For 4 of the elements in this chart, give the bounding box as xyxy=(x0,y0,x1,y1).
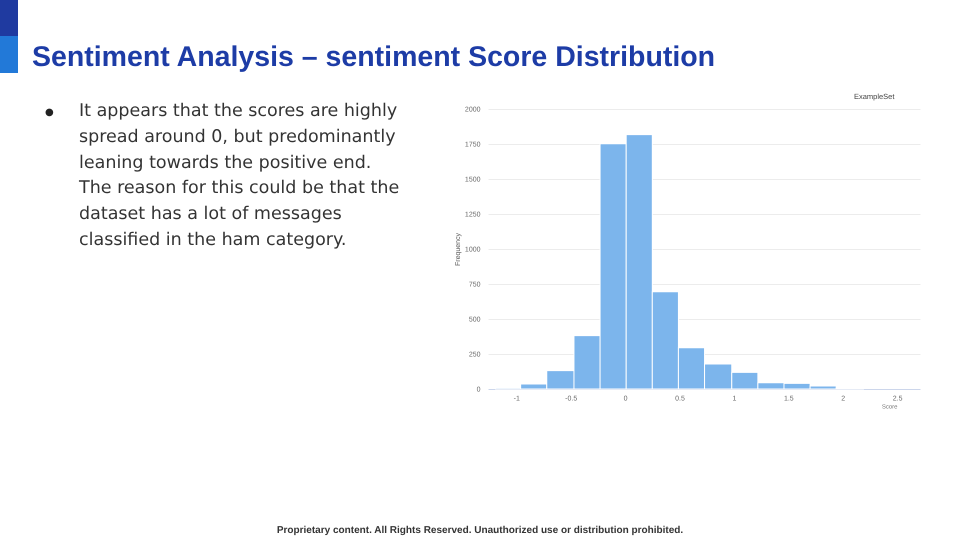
text: Proprietary content. All Rights Reserved. Unauthorized use or distribution prohibited. xyxy=(276,525,684,536)
chart-title: Sentiment Analysis – sentiment Score Distribution xyxy=(32,40,716,74)
text: ● xyxy=(45,106,54,120)
text: It appears that the scores are highly spread around 0, but predominantly leaning towards the positive end. The reason for this could be that the dataset has a lot of messages classified in the ham category. xyxy=(79,100,400,252)
